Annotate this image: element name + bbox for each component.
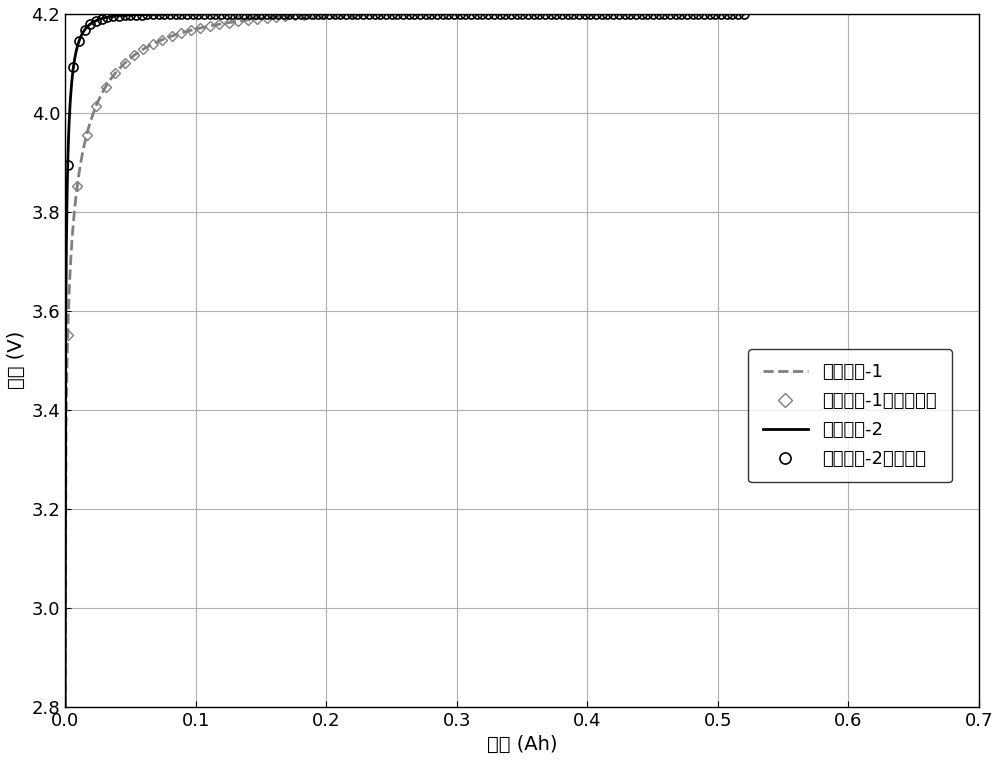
- Legend: 充电曲线-1, 充电曲线-1的估计结果, 充电曲线-2, 充电曲线-2估计结果: 充电曲线-1, 充电曲线-1的估计结果, 充电曲线-2, 充电曲线-2估计结果: [748, 349, 952, 482]
- 充电曲线-2: [601, 9, 613, 18]
- Line: 充电曲线-2: 充电曲线-2: [65, 14, 744, 707]
- 充电曲线-2: [358, 9, 370, 18]
- 充电曲线-2: [334, 9, 346, 18]
- 充电曲线-1: [809, 1, 821, 10]
- 充电曲线-1的估计结果: [999, 0, 1000, 9]
- 充电曲线-1: [473, 4, 485, 13]
- 充电曲线-2估计结果: [528, 9, 540, 18]
- X-axis label: 电量 (Ah): 电量 (Ah): [487, 735, 557, 754]
- Y-axis label: 电压 (V): 电压 (V): [7, 331, 26, 390]
- 充电曲线-1的估计结果: [620, 2, 632, 11]
- 充电曲线-1的估计结果: [279, 11, 291, 21]
- 充电曲线-1: [999, 0, 1000, 9]
- Line: 充电曲线-1: 充电曲线-1: [65, 5, 1000, 707]
- 充电曲线-1: [155, 36, 167, 45]
- 充电曲线-2: [128, 10, 140, 19]
- 充电曲线-1的估计结果: [62, 330, 74, 339]
- 充电曲线-1: [59, 702, 71, 712]
- 充电曲线-2: [738, 9, 750, 18]
- 充电曲线-1的估计结果: [242, 15, 254, 24]
- 充电曲线-2: [59, 702, 71, 712]
- 充电曲线-2估计结果: [596, 9, 608, 18]
- 充电曲线-2: [525, 9, 537, 18]
- 充电曲线-2估计结果: [437, 9, 449, 18]
- 充电曲线-1: [792, 1, 804, 10]
- 充电曲线-2估计结果: [244, 9, 256, 18]
- 充电曲线-1的估计结果: [545, 2, 557, 11]
- 充电曲线-1: [704, 1, 716, 10]
- 充电曲线-2估计结果: [62, 160, 74, 169]
- 充电曲线-2: [588, 9, 600, 18]
- Line: 充电曲线-1的估计结果: 充电曲线-1的估计结果: [64, 1, 1000, 339]
- 充电曲线-1的估计结果: [952, 0, 964, 9]
- 充电曲线-1: [439, 5, 451, 14]
- 充电曲线-2估计结果: [738, 9, 750, 18]
- 充电曲线-2估计结果: [204, 9, 216, 18]
- 充电曲线-1的估计结果: [923, 0, 935, 9]
- 充电曲线-2估计结果: [715, 9, 727, 18]
- Line: 充电曲线-2估计结果: 充电曲线-2估计结果: [63, 9, 748, 169]
